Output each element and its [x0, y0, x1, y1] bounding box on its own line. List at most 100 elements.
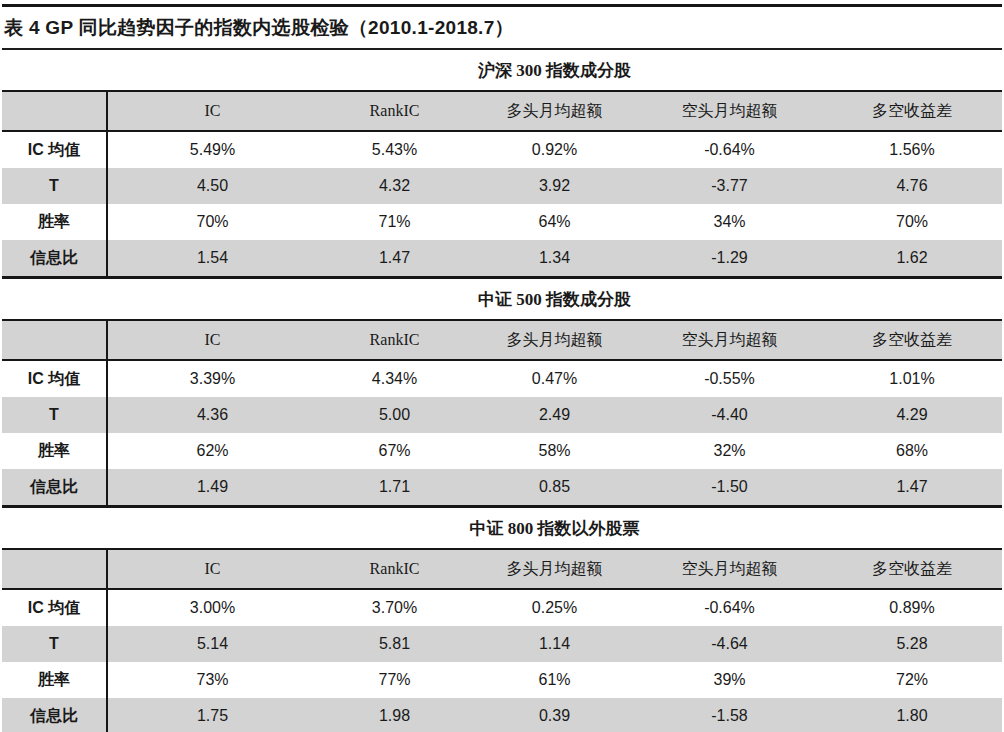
factor-test-table: IC RankIC 多头月均超额 空头月均超额 多空收益差 IC 均值 3.39… [2, 319, 1002, 508]
column-header-rankic: RankIC [317, 549, 472, 589]
cell-short-monthly-excess: -1.29 [637, 240, 822, 278]
cell-short-monthly-excess: -4.64 [637, 626, 822, 662]
table-row: IC 均值 5.49% 5.43% 0.92% -0.64% 1.56% [2, 131, 1002, 168]
cell-rankic: 3.70% [317, 589, 472, 626]
table-row: IC 均值 3.39% 4.34% 0.47% -0.55% 1.01% [2, 360, 1002, 397]
column-header-short-monthly-excess: 空头月均超额 [637, 549, 822, 589]
cell-long-short-spread: 70% [822, 204, 1002, 240]
cell-rankic: 77% [317, 662, 472, 698]
cell-long-short-spread: 1.62 [822, 240, 1002, 278]
column-header-ic: IC [107, 549, 317, 589]
cell-rankic: 4.34% [317, 360, 472, 397]
column-header-ic: IC [107, 91, 317, 131]
column-header-long-monthly-excess: 多头月均超额 [472, 320, 637, 360]
cell-long-short-spread: 1.47 [822, 469, 1002, 507]
cell-rankic: 4.32 [317, 168, 472, 204]
row-label: 信息比 [2, 698, 107, 732]
cell-long-monthly-excess: 1.34 [472, 240, 637, 278]
column-header-empty [2, 91, 107, 131]
table-row: 胜率 62% 67% 58% 32% 68% [2, 433, 1002, 469]
table-row: 胜率 70% 71% 64% 34% 70% [2, 204, 1002, 240]
cell-ic: 1.75 [107, 698, 317, 732]
cell-long-short-spread: 72% [822, 662, 1002, 698]
cell-long-monthly-excess: 0.85 [472, 469, 637, 507]
cell-ic: 3.00% [107, 589, 317, 626]
index-section: 中证 800 指数以外股票 IC RankIC 多头月均超额 空头月均超额 多空… [2, 508, 1002, 732]
cell-long-short-spread: 68% [822, 433, 1002, 469]
cell-long-short-spread: 4.29 [822, 397, 1002, 433]
cell-ic: 62% [107, 433, 317, 469]
table-row: IC 均值 3.00% 3.70% 0.25% -0.64% 0.89% [2, 589, 1002, 626]
cell-short-monthly-excess: -0.64% [637, 131, 822, 168]
cell-short-monthly-excess: -3.77 [637, 168, 822, 204]
factor-test-table: IC RankIC 多头月均超额 空头月均超额 多空收益差 IC 均值 3.00… [2, 548, 1002, 732]
column-header-short-monthly-excess: 空头月均超额 [637, 91, 822, 131]
row-label: IC 均值 [2, 131, 107, 168]
cell-long-short-spread: 1.01% [822, 360, 1002, 397]
cell-long-monthly-excess: 0.25% [472, 589, 637, 626]
row-label: 胜率 [2, 662, 107, 698]
row-label: 信息比 [2, 469, 107, 507]
section-title: 沪深 300 指数成分股 [2, 50, 1002, 90]
table-row: 信息比 1.54 1.47 1.34 -1.29 1.62 [2, 240, 1002, 278]
column-header-rankic: RankIC [317, 91, 472, 131]
cell-ic: 4.50 [107, 168, 317, 204]
row-label: IC 均值 [2, 589, 107, 626]
table-title: 表 4 GP 同比趋势因子的指数内选股检验（2010.1-2018.7） [2, 7, 1002, 50]
column-header-rankic: RankIC [317, 320, 472, 360]
cell-long-short-spread: 1.56% [822, 131, 1002, 168]
table-row: T 4.50 4.32 3.92 -3.77 4.76 [2, 168, 1002, 204]
report-table-page: 表 4 GP 同比趋势因子的指数内选股检验（2010.1-2018.7） 沪深 … [0, 4, 1004, 732]
cell-long-short-spread: 5.28 [822, 626, 1002, 662]
row-label: IC 均值 [2, 360, 107, 397]
cell-long-short-spread: 0.89% [822, 589, 1002, 626]
cell-long-monthly-excess: 2.49 [472, 397, 637, 433]
table-row: 胜率 73% 77% 61% 39% 72% [2, 662, 1002, 698]
cell-ic: 70% [107, 204, 317, 240]
cell-rankic: 5.00 [317, 397, 472, 433]
cell-ic: 5.14 [107, 626, 317, 662]
column-header-long-monthly-excess: 多头月均超额 [472, 549, 637, 589]
table-row: T 5.14 5.81 1.14 -4.64 5.28 [2, 626, 1002, 662]
index-section: 沪深 300 指数成分股 IC RankIC 多头月均超额 空头月均超额 多空收… [2, 50, 1002, 279]
cell-ic: 1.54 [107, 240, 317, 278]
column-header-empty [2, 320, 107, 360]
column-header-long-monthly-excess: 多头月均超额 [472, 91, 637, 131]
column-header-long-short-spread: 多空收益差 [822, 549, 1002, 589]
factor-test-table: IC RankIC 多头月均超额 空头月均超额 多空收益差 IC 均值 5.49… [2, 90, 1002, 279]
sections-container: 沪深 300 指数成分股 IC RankIC 多头月均超额 空头月均超额 多空收… [2, 50, 1002, 732]
cell-long-monthly-excess: 0.92% [472, 131, 637, 168]
cell-long-monthly-excess: 0.47% [472, 360, 637, 397]
cell-rankic: 71% [317, 204, 472, 240]
cell-long-short-spread: 1.80 [822, 698, 1002, 732]
table-row: 信息比 1.49 1.71 0.85 -1.50 1.47 [2, 469, 1002, 507]
row-label: T [2, 397, 107, 433]
cell-long-monthly-excess: 0.39 [472, 698, 637, 732]
cell-rankic: 67% [317, 433, 472, 469]
cell-rankic: 5.43% [317, 131, 472, 168]
column-header-ic: IC [107, 320, 317, 360]
row-label: 信息比 [2, 240, 107, 278]
cell-long-monthly-excess: 61% [472, 662, 637, 698]
row-label: T [2, 626, 107, 662]
column-header-long-short-spread: 多空收益差 [822, 320, 1002, 360]
cell-long-monthly-excess: 64% [472, 204, 637, 240]
cell-long-short-spread: 4.76 [822, 168, 1002, 204]
index-section: 中证 500 指数成分股 IC RankIC 多头月均超额 空头月均超额 多空收… [2, 279, 1002, 508]
cell-short-monthly-excess: -1.58 [637, 698, 822, 732]
table-header-row: IC RankIC 多头月均超额 空头月均超额 多空收益差 [2, 91, 1002, 131]
cell-long-monthly-excess: 58% [472, 433, 637, 469]
cell-rankic: 1.98 [317, 698, 472, 732]
cell-ic: 4.36 [107, 397, 317, 433]
column-header-long-short-spread: 多空收益差 [822, 91, 1002, 131]
section-title: 中证 800 指数以外股票 [2, 508, 1002, 548]
cell-rankic: 1.47 [317, 240, 472, 278]
row-label: T [2, 168, 107, 204]
cell-short-monthly-excess: 32% [637, 433, 822, 469]
cell-short-monthly-excess: -0.64% [637, 589, 822, 626]
column-header-short-monthly-excess: 空头月均超额 [637, 320, 822, 360]
cell-ic: 73% [107, 662, 317, 698]
cell-ic: 3.39% [107, 360, 317, 397]
table-row: 信息比 1.75 1.98 0.39 -1.58 1.80 [2, 698, 1002, 732]
cell-short-monthly-excess: 34% [637, 204, 822, 240]
